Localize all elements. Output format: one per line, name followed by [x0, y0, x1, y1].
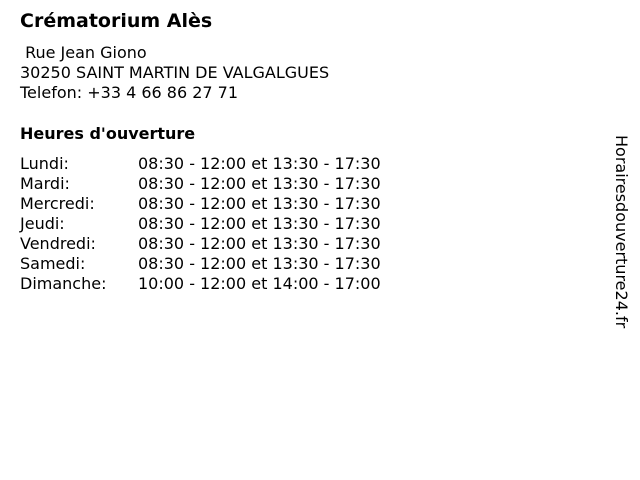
hours-row: Samedi: 08:30 - 12:00 et 13:30 - 17:30 [20, 254, 381, 274]
time-range: 08:30 - 12:00 et 13:30 - 17:30 [138, 214, 381, 233]
hours-heading: Heures d'ouverture [20, 124, 196, 143]
hours-row: Dimanche: 10:00 - 12:00 et 14:00 - 17:00 [20, 274, 381, 294]
day-label: Lundi: [20, 154, 69, 173]
time-range: 08:30 - 12:00 et 13:30 - 17:30 [138, 234, 381, 253]
hours-row: Vendredi: 08:30 - 12:00 et 13:30 - 17:30 [20, 234, 381, 254]
time-range: 08:30 - 12:00 et 13:30 - 17:30 [138, 174, 381, 193]
day-label: Mardi: [20, 174, 70, 193]
time-range: 10:00 - 12:00 et 14:00 - 17:00 [138, 274, 381, 293]
hours-table: for(let i=0;i<7;i++)document.write('<div… [20, 154, 381, 294]
city: 30250 SAINT MARTIN DE VALGALGUES [20, 63, 330, 82]
hours-row: Lundi: 08:30 - 12:00 et 13:30 - 17:30 [20, 154, 381, 174]
day-label: Samedi: [20, 254, 86, 273]
time-range: 08:30 - 12:00 et 13:30 - 17:30 [138, 194, 381, 213]
watermark: Horairesdouverture24.fr [612, 135, 631, 329]
day-label: Mercredi: [20, 194, 95, 213]
time-range: 08:30 - 12:00 et 13:30 - 17:30 [138, 154, 381, 173]
day-label: Dimanche: [20, 274, 107, 293]
phone: Telefon: +33 4 66 86 27 71 [20, 83, 239, 102]
address: Rue Jean Giono 30250 SAINT MARTIN DE VAL… [20, 43, 329, 103]
day-label: Jeudi: [20, 214, 65, 233]
day-label: Vendredi: [20, 234, 96, 253]
hours-row: Jeudi: 08:30 - 12:00 et 13:30 - 17:30 [20, 214, 381, 234]
page-title: Crématorium Alès [20, 10, 213, 32]
time-range: 08:30 - 12:00 et 13:30 - 17:30 [138, 254, 381, 273]
hours-row: Mardi: 08:30 - 12:00 et 13:30 - 17:30 [20, 174, 381, 194]
hours-row: Mercredi: 08:30 - 12:00 et 13:30 - 17:30 [20, 194, 381, 214]
street: Rue Jean Giono [20, 43, 147, 62]
